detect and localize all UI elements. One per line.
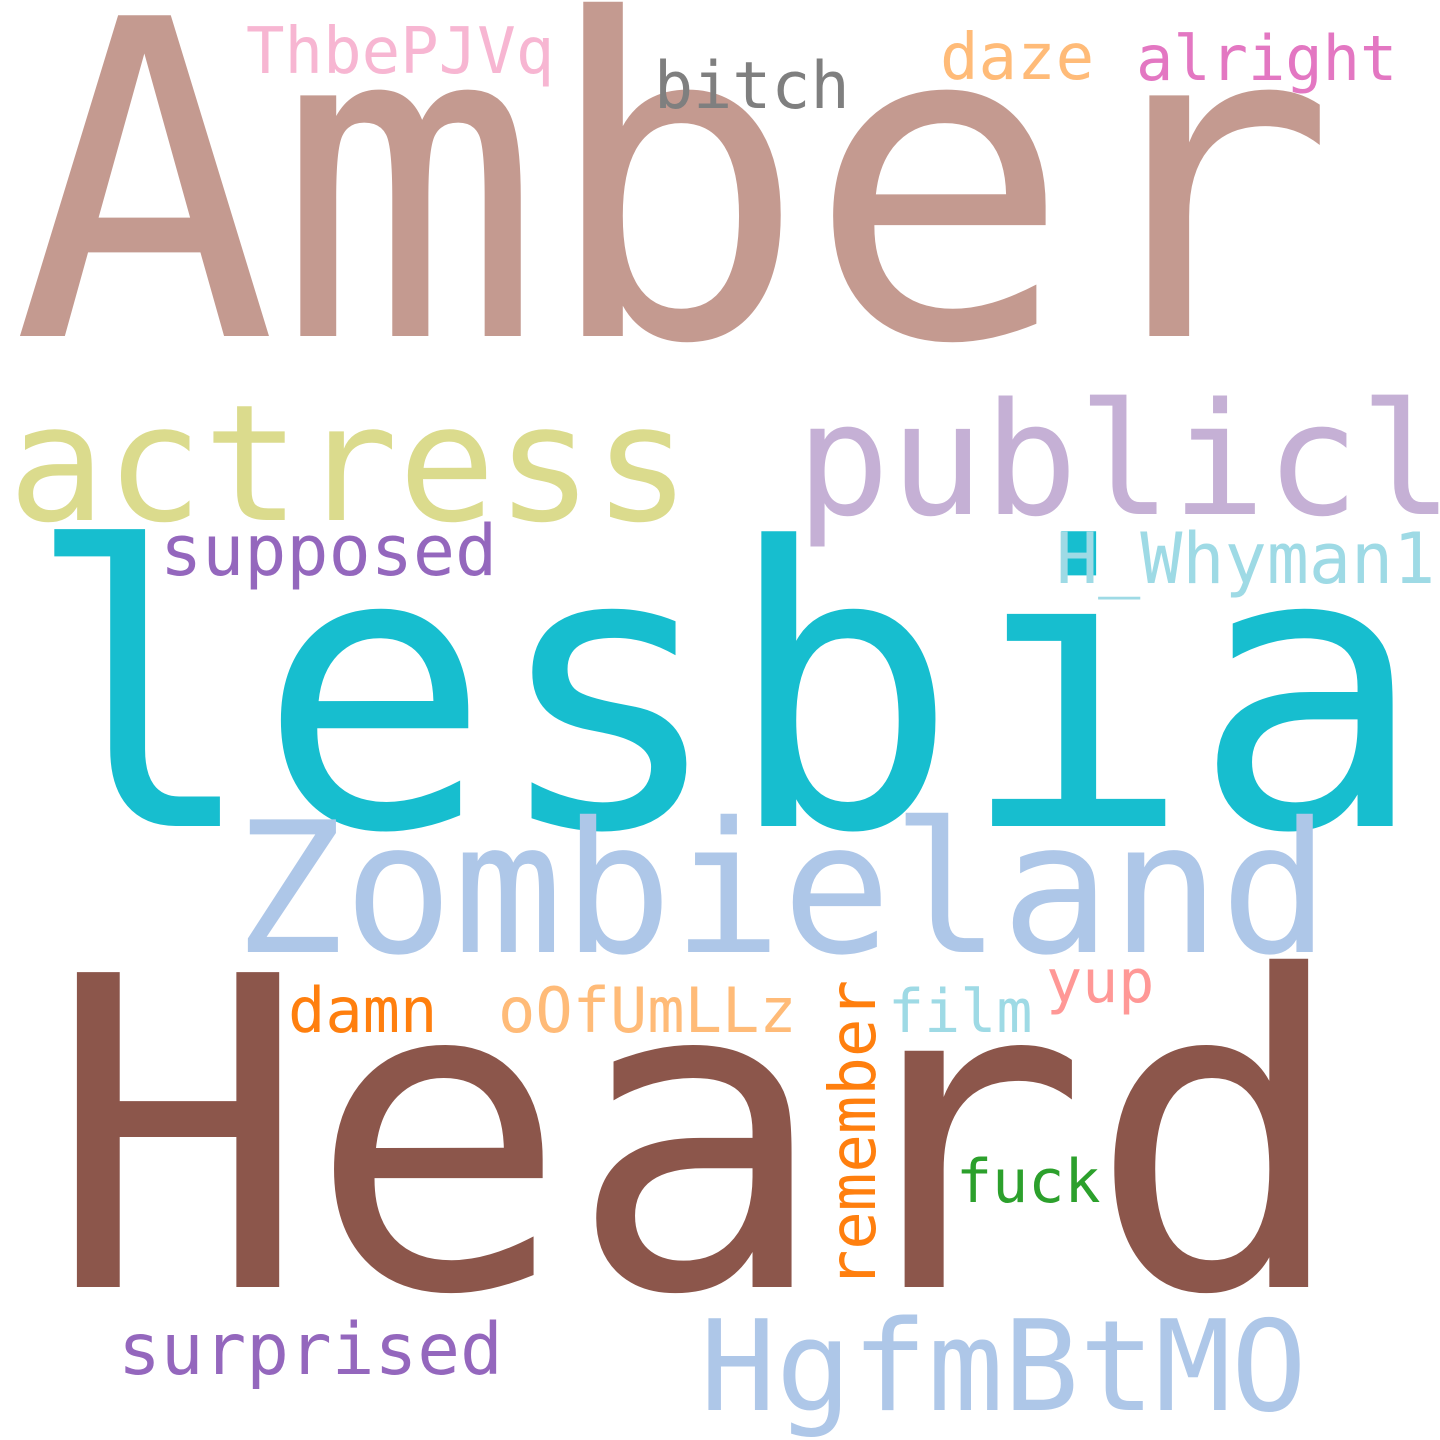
word-film: film — [888, 977, 1033, 1047]
word-amber: Amber — [12, 0, 1337, 440]
word-publicly: publicly — [796, 369, 1440, 551]
word-actress: actress — [8, 371, 691, 559]
word-lesbian: lesbian — [24, 466, 1440, 918]
word-supposed: supposed — [160, 510, 498, 592]
word-hgfmbtmo: HgfmBtMO — [700, 1293, 1307, 1440]
word-surprised: surprised — [118, 1308, 503, 1391]
word-zombieland: Zombieland — [234, 783, 1330, 995]
word-remember: remember — [817, 980, 891, 1289]
word-daze: daze — [940, 21, 1095, 95]
word-heard: Heard — [48, 886, 1349, 1389]
word-bitch: bitch — [654, 49, 850, 124]
word-fuck: fuck — [956, 1147, 1101, 1217]
word-thbepjvq: ThbePJVq — [246, 15, 555, 89]
word-alright: alright — [1136, 22, 1398, 95]
word-damn: damn — [288, 974, 438, 1047]
word-h-whyman1: H_Whyman1 — [1056, 518, 1436, 600]
word-yup: yup — [1046, 947, 1155, 1017]
word-oofumllz: oOfUmLLz — [498, 974, 797, 1047]
